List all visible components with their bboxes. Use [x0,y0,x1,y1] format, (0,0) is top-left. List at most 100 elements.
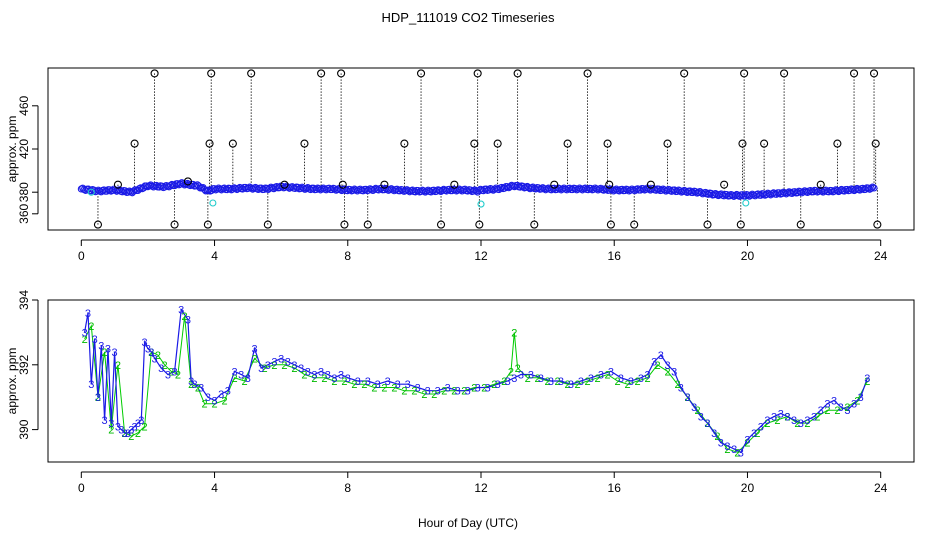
top-spike-point [720,180,729,189]
bottom-series-marker-2: 2 [241,376,247,388]
top-spike-point [849,69,859,78]
bottom-series-marker-3: 3 [365,376,371,388]
top-spike-point [550,180,559,189]
bottom-series-marker-3: 3 [435,386,441,398]
bottom-y-tick-label: 390 [17,419,31,439]
top-flagged-point [209,199,217,207]
bottom-x-tick-label: 20 [741,481,755,495]
bottom-series-marker-2: 2 [95,392,101,404]
top-y-tick-label: 420 [17,139,31,159]
bottom-series-marker-3: 3 [112,347,118,359]
bottom-series-marker-2: 2 [311,373,317,385]
top-spike-point [280,180,289,189]
bottom-series-marker-2: 2 [734,447,740,459]
bottom-series-marker-2: 2 [511,327,517,339]
bottom-series-marker-2: 2 [371,382,377,394]
bottom-series-marker-3: 3 [191,379,197,391]
bottom-series-marker-3: 3 [538,373,544,385]
bottom-series-marker-3: 3 [548,376,554,388]
bottom-series-marker-3: 3 [345,373,351,385]
top-spike-point [337,69,346,78]
top-spike-drop-lines [97,73,878,225]
bottom-series-marker-2: 2 [148,347,154,359]
bottom-series-marker-3: 3 [731,444,737,456]
top-spike-point [473,69,482,78]
bottom-series-marker-2: 2 [175,370,181,382]
top-x-tick-label: 20 [741,249,755,263]
bottom-series-marker-2: 2 [535,373,541,385]
bottom-series-marker-3: 3 [125,428,131,440]
bottom-x-tick-label: 24 [874,481,888,495]
top-y-tick-label: 380 [17,182,31,202]
bottom-series-line-3 [84,308,868,454]
bottom-series-marker-3: 3 [198,382,204,394]
top-spike-point [703,220,712,229]
bottom-series-marker-2: 2 [471,382,477,394]
top-baseline-point [130,187,138,195]
bottom-series-marker-3: 3 [132,421,138,433]
top-spike-point [680,69,689,78]
bottom-y-axis-label: approx. ppm [5,348,19,415]
bottom-series-marker-3: 3 [811,412,817,424]
top-flagged-point [742,199,750,207]
top-spike-point [450,180,459,189]
top-spike-point [493,139,502,148]
bottom-series-marker-3: 3 [118,425,124,437]
bottom-series-marker-3: 3 [718,438,724,450]
top-y-tick-label: 360 [17,203,31,223]
bottom-series-marker-2: 2 [704,418,710,430]
bottom-series-lines [84,308,868,454]
bottom-series-marker-3: 3 [298,363,304,375]
chart-title: HDP_111019 CO2 Timeseries [382,10,555,25]
bottom-y-tick-label: 392 [17,354,31,374]
bottom-series-marker-3: 3 [108,418,114,430]
bottom-series-marker-2: 2 [381,382,387,394]
bottom-series-marker-3: 3 [245,373,251,385]
bottom-series-marker-3: 3 [238,370,244,382]
bottom-series-marker-2: 2 [694,405,700,417]
top-spike-point [816,180,825,189]
top-spike-point [563,139,572,148]
bottom-series-marker-3: 3 [291,360,297,372]
bottom-series-marker-3: 3 [231,366,237,378]
top-spike-point [833,139,842,148]
bottom-series-marker-3: 3 [325,370,331,382]
top-spike-point [205,139,214,148]
bottom-series-marker-3: 3 [122,428,128,440]
bottom-series-marker-3: 3 [152,353,158,365]
top-spike-point [530,220,539,229]
bottom-series-marker-3: 3 [698,412,704,424]
bottom-series-marker-3: 3 [858,392,864,404]
bottom-series-marker-2: 2 [515,363,521,375]
top-spike-point [470,139,479,148]
top-plot-frame [47,67,915,231]
top-spike-point [150,69,159,78]
bottom-series-marker-3: 3 [558,376,564,388]
bottom-series-marker-3: 3 [618,373,624,385]
bottom-series-marker-2: 2 [221,395,227,407]
bottom-series-marker-2: 2 [162,360,168,372]
bottom-series-marker-3: 3 [664,360,670,372]
bottom-series-marker-2: 2 [271,360,277,372]
bottom-series-marker-2: 2 [545,376,551,388]
bottom-series-marker-3: 3 [85,308,91,320]
top-spike-point [317,69,326,78]
bottom-series-marker-3: 3 [844,405,850,417]
bottom-series-marker-2: 2 [181,311,187,323]
top-spike-point [338,180,347,189]
bottom-series-marker-3: 3 [704,418,710,430]
bottom-series-marker-2: 2 [201,399,207,411]
top-spike-point [663,139,672,148]
bottom-series-marker-3: 3 [185,314,191,326]
bottom-series-marker-2: 2 [854,395,860,407]
bottom-series-marker-2: 2 [341,376,347,388]
bottom-series-marker-3: 3 [798,418,804,430]
bottom-series-marker-2: 2 [251,353,257,365]
bottom-series-marker-2: 2 [624,379,630,391]
bottom-series-marker-2: 2 [122,428,128,440]
bottom-y-axis: 390 392 394 [17,290,39,440]
top-x-tick-label: 24 [874,249,888,263]
bottom-series-marker-2: 2 [744,438,750,450]
bottom-x-tick-label: 12 [474,481,488,495]
